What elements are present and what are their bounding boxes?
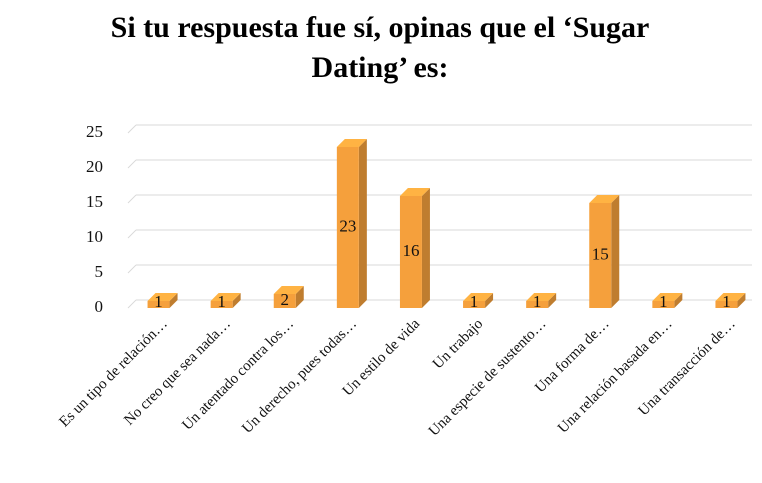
bar-side: [737, 293, 746, 308]
data-label: 2: [281, 290, 290, 309]
grid-line: [127, 264, 137, 274]
bar: [652, 301, 675, 308]
bar: [147, 301, 170, 308]
bar-side: [611, 195, 620, 308]
data-label: 1: [470, 292, 479, 311]
bar-top: [589, 195, 620, 203]
data-label: 16: [402, 241, 419, 260]
bar-side: [232, 293, 241, 308]
bar-side: [358, 139, 367, 308]
bar: [463, 301, 486, 308]
x-tick-label: Un derecho, pues todas…: [239, 316, 360, 437]
bar-side: [674, 293, 683, 308]
data-label: 1: [154, 292, 163, 311]
data-label: 1: [722, 292, 731, 311]
chart-title: Si tu respuesta fue sí, opinas que el ‘S…: [110, 11, 650, 84]
data-label: 15: [592, 244, 609, 263]
bar: [210, 301, 233, 308]
bar: [715, 301, 738, 308]
bar: [273, 294, 296, 308]
x-tick-label: Un atentado contra los…: [179, 316, 297, 434]
bar-side: [295, 286, 304, 308]
bar: [399, 196, 422, 308]
grid-line: [127, 124, 137, 134]
y-tick-label: 20: [86, 157, 103, 176]
bar-top: [210, 293, 241, 301]
y-tick-label: 25: [86, 122, 103, 141]
bar: [526, 301, 549, 308]
grid-line: [127, 229, 137, 239]
data-label: 23: [339, 216, 356, 235]
data-label: 1: [217, 292, 226, 311]
grid-line: [127, 299, 137, 309]
y-tick-label: 5: [95, 262, 104, 281]
x-tick-label: Una relación basada en…: [555, 316, 676, 437]
data-label: 1: [659, 292, 668, 311]
x-tick-label: No creo que sea nada…: [121, 316, 234, 429]
bar-side: [548, 293, 557, 308]
grid-line: [127, 194, 137, 204]
bar: [589, 203, 612, 308]
y-tick-label: 15: [86, 192, 103, 211]
bar-side: [421, 188, 430, 308]
x-tick-label: Un trabajo: [430, 316, 486, 372]
bar-top: [715, 293, 746, 301]
bar-top: [652, 293, 683, 301]
x-tick-label: Es un tipo de relación…: [56, 316, 170, 430]
bar-top: [526, 293, 557, 301]
bar-side: [485, 293, 494, 308]
grid-line: [127, 159, 137, 169]
bar-top: [463, 293, 494, 301]
bar-top: [147, 293, 178, 301]
bar-top: [399, 188, 430, 196]
bar-top: [273, 286, 304, 294]
data-label: 1: [533, 292, 542, 311]
bar: [336, 147, 359, 308]
y-tick-label: 10: [86, 227, 103, 246]
bar-side: [169, 293, 178, 308]
y-tick-label: 0: [95, 297, 104, 316]
bar-top: [336, 139, 367, 147]
x-tick-label: Una especie de sustento…: [426, 316, 550, 440]
